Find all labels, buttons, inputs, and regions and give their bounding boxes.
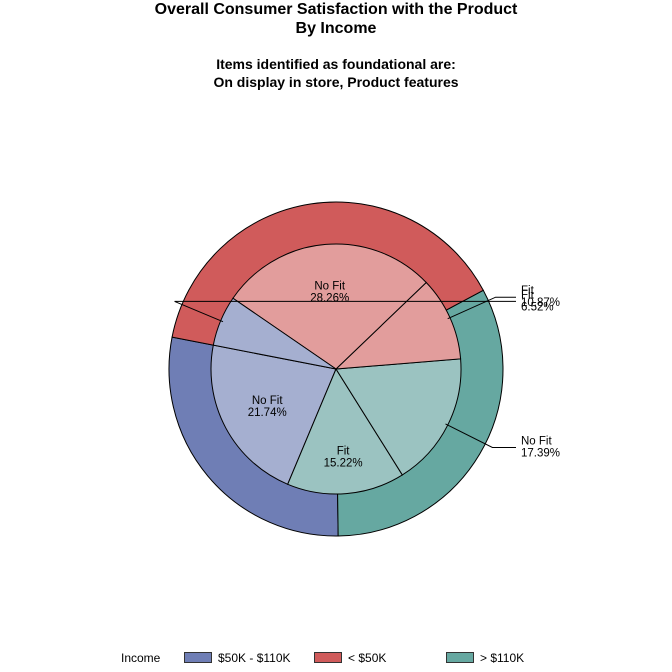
slice-label-50k-fit-leader-line bbox=[447, 296, 516, 320]
legend-title: Income bbox=[121, 651, 161, 665]
slice-label-50k-110k-fit-value: 6.52% bbox=[521, 301, 554, 313]
slice-label-110k-no-fit-name: No Fit bbox=[521, 436, 552, 448]
inner-slice-50k-no-fit bbox=[232, 243, 427, 370]
legend: Income $50K - $110K < $50K > $110K bbox=[0, 648, 672, 668]
legend-label: < $50K bbox=[348, 651, 387, 665]
legend-label: > $110K bbox=[480, 651, 525, 665]
slice-label-50k-no-fit-value: 28.26% bbox=[310, 292, 349, 304]
slice-label-110k-no-fit-leader-line bbox=[445, 423, 516, 448]
slice-label-50k-no-fit-name: No Fit bbox=[314, 280, 345, 292]
chart-subtitle-line2: On display in store, Product features bbox=[213, 74, 459, 90]
chart-subtitle: Items identified as foundational are: bbox=[216, 56, 456, 72]
slice-label-50k-110k-fit-name: Fit bbox=[521, 289, 535, 301]
slice-label-50k-110k-no-fit-name: No Fit bbox=[252, 395, 283, 407]
slice-label-50k-fit-value: 10.87% bbox=[521, 297, 560, 309]
legend-swatch bbox=[314, 652, 342, 663]
legend-swatch bbox=[184, 652, 212, 663]
slice-label-50k-110k-no-fit-value: 21.74% bbox=[248, 407, 287, 419]
inner-slice-50k-110k-no-fit bbox=[210, 344, 337, 485]
chart-title-line2: By Income bbox=[295, 20, 377, 37]
slice-label-110k-no-fit-value: 17.39% bbox=[521, 448, 560, 460]
inner-slice-110k-fit bbox=[287, 367, 404, 495]
slice-label-110k-fit-value: 15.22% bbox=[324, 458, 363, 470]
legend-label: $50K - $110K bbox=[218, 651, 291, 665]
slice-label-50k-fit-name: Fit bbox=[521, 285, 535, 297]
legend-swatch bbox=[446, 652, 474, 663]
chart-title: Overall Consumer Satisfaction with the P… bbox=[154, 1, 518, 18]
slice-label-110k-fit-name: Fit bbox=[337, 446, 351, 458]
slice-label-50k-110k-fit-leader-line bbox=[174, 300, 516, 323]
